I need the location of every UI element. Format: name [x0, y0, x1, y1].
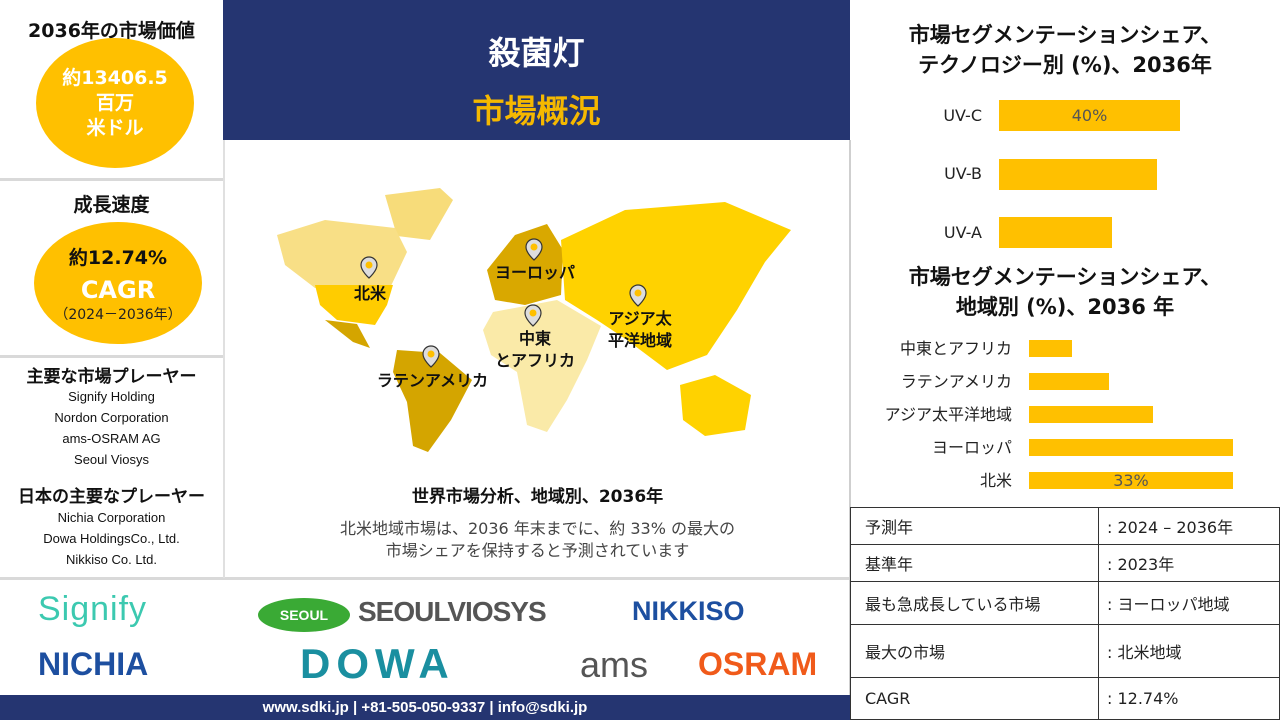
- map-label-asia-pacific: アジア太 平洋地域: [607, 309, 672, 350]
- growth-rate: 約12.74%: [68, 246, 168, 269]
- australia-region: [680, 375, 751, 436]
- dowa-logo: DOWA: [300, 640, 455, 687]
- bar-category-label: UV-A: [943, 222, 982, 242]
- map-description-line: 市場シェアを保持すると予測されています: [385, 541, 690, 560]
- south-america-region: [393, 350, 472, 452]
- title-banner: 殺菌灯 市場概況: [223, 0, 850, 140]
- asia-pacific-region: [561, 202, 791, 370]
- row-label: 最大の市場: [850, 624, 1099, 678]
- map-label-latin-america: ラテンアメリカ: [376, 371, 489, 390]
- bar: [1029, 406, 1153, 423]
- table-row: 最大の市場: 北米地域: [850, 624, 1280, 678]
- row-label: 最も急成長している市場: [850, 581, 1099, 625]
- page-title: 殺菌灯: [488, 34, 585, 72]
- divider: [0, 178, 223, 181]
- bar: [1029, 373, 1110, 390]
- row-value: : 2024 – 2036年: [1098, 507, 1280, 545]
- chart-title-line: 地域別 (%)、2036 年: [955, 295, 1175, 319]
- bar: [1029, 340, 1073, 357]
- location-pin-icon: [629, 284, 647, 307]
- player-item: Seoul Viosys: [74, 452, 149, 467]
- map-label-europe: ヨーロッパ: [494, 263, 575, 282]
- row-label: CAGR: [850, 677, 1099, 720]
- map-description-line: 北米地域市場は、2036 年末までに、約 33% の最大の: [339, 519, 736, 538]
- chart-title-line: 市場セグメンテーションシェア、: [908, 265, 1222, 289]
- cagr-label: CAGR: [80, 275, 156, 304]
- column-divider: [223, 140, 225, 578]
- summary-table: 予測年: 2024 – 2036年 基準年: 2023年 最も急成長している市場…: [850, 507, 1280, 720]
- seoul-viosys-logo: SEOULVIOSYS: [358, 596, 547, 627]
- player-item: Dowa HoldingsCo., Ltd.: [43, 531, 180, 546]
- chart-title-line: 市場セグメンテーションシェア、: [908, 23, 1222, 47]
- osram-logo: OSRAM: [698, 646, 818, 682]
- row-label: 予測年: [850, 507, 1099, 545]
- chart-title-line: テクノロジー別 (%)、2036年: [918, 53, 1212, 77]
- market-value-unit1: 百万: [95, 91, 134, 114]
- page-subtitle: 市場概況: [472, 92, 601, 130]
- bar-category-label: UV-C: [943, 105, 982, 125]
- market-value-badge: 約13406.5 百万 米ドル: [36, 38, 194, 168]
- location-pin-icon: [360, 256, 378, 279]
- nikkiso-logo: NIKKISO: [632, 596, 745, 626]
- growth-period: （2024－2036年）: [54, 306, 182, 323]
- map-label-north-america: 北米: [353, 284, 386, 303]
- location-pin-icon: [422, 345, 440, 368]
- table-row: CAGR: 12.74%: [850, 677, 1280, 720]
- market-value-unit2: 米ドル: [86, 116, 144, 139]
- market-value-amount: 約13406.5: [62, 66, 168, 89]
- row-label: 基準年: [850, 544, 1099, 582]
- player-item: Signify Holding: [68, 389, 155, 404]
- japan-players-title: 日本の主要なプレーヤー: [18, 487, 205, 507]
- greenland-region: [385, 188, 453, 240]
- table-row: 基準年: 2023年: [850, 544, 1280, 582]
- player-item: Nichia Corporation: [57, 510, 166, 525]
- map-caption: 世界市場分析、地域別、2036年: [411, 487, 664, 507]
- location-pin-icon: [524, 304, 542, 327]
- signify-logo: Signify: [38, 590, 148, 628]
- growth-badge: 約12.74% CAGR （2024－2036年）: [34, 222, 202, 344]
- player-item: Nikkiso Co. Ltd.: [65, 552, 158, 567]
- divider: [0, 577, 850, 580]
- seoul-logo: SEOUL: [258, 598, 350, 632]
- panel-divider: [849, 140, 851, 720]
- bar: 40%: [999, 100, 1180, 131]
- tech-chart-title: 市場セグメンテーションシェア、 テクノロジー別 (%)、2036年: [850, 20, 1280, 80]
- row-value: : 北米地域: [1098, 624, 1280, 678]
- key-players-list: Signify Holding Nordon Corporation ams-O…: [0, 386, 223, 470]
- europe-region: [487, 224, 563, 305]
- key-players-title: 主要な市場プレーヤー: [26, 367, 197, 387]
- location-pin-icon: [525, 238, 543, 261]
- map-description: 北米地域市場は、2036 年末までに、約 33% の最大の 市場シェアを保持する…: [225, 518, 850, 562]
- map-label-middle-east-africa: 中東 とアフリカ: [494, 329, 575, 370]
- market-value-title: 2036年の市場価値: [28, 20, 195, 42]
- divider: [0, 355, 223, 358]
- bar-category-label: 北米: [979, 470, 1012, 490]
- bar-category-label: 中東とアフリカ: [899, 338, 1012, 358]
- player-item: ams-OSRAM AG: [62, 431, 161, 446]
- bar: [999, 217, 1113, 248]
- canada-region: [277, 220, 407, 288]
- bar-category-label: アジア太平洋地域: [884, 404, 1012, 424]
- bar: 33%: [1029, 472, 1233, 489]
- bar-category-label: ヨーロッパ: [931, 437, 1012, 457]
- bar-category-label: UV-B: [944, 164, 982, 183]
- mexico-region: [325, 320, 370, 348]
- bar-category-label: ラテンアメリカ: [900, 371, 1012, 391]
- row-value: : 12.74%: [1098, 677, 1280, 720]
- africa-middle-east-region: [483, 300, 601, 432]
- japan-players-list: Nichia Corporation Dowa HoldingsCo., Ltd…: [0, 507, 223, 570]
- row-value: : 2023年: [1098, 544, 1280, 582]
- row-value: : ヨーロッパ地域: [1098, 581, 1280, 625]
- bar: [1029, 439, 1233, 456]
- region-chart-title: 市場セグメンテーションシェア、 地域別 (%)、2036 年: [850, 262, 1280, 322]
- player-item: Nordon Corporation: [54, 410, 169, 425]
- table-row: 予測年: 2024 – 2036年: [850, 507, 1280, 545]
- table-row: 最も急成長している市場: ヨーロッパ地域: [850, 581, 1280, 625]
- usa-region: [315, 285, 393, 325]
- ams-logo: ams: [580, 644, 649, 685]
- footer-contact: www.sdki.jp | +81-505-050-9337 | info@sd…: [0, 695, 850, 720]
- growth-title: 成長速度: [73, 194, 150, 216]
- bar: [999, 158, 1158, 190]
- nichia-logo: NICHIA: [38, 646, 149, 682]
